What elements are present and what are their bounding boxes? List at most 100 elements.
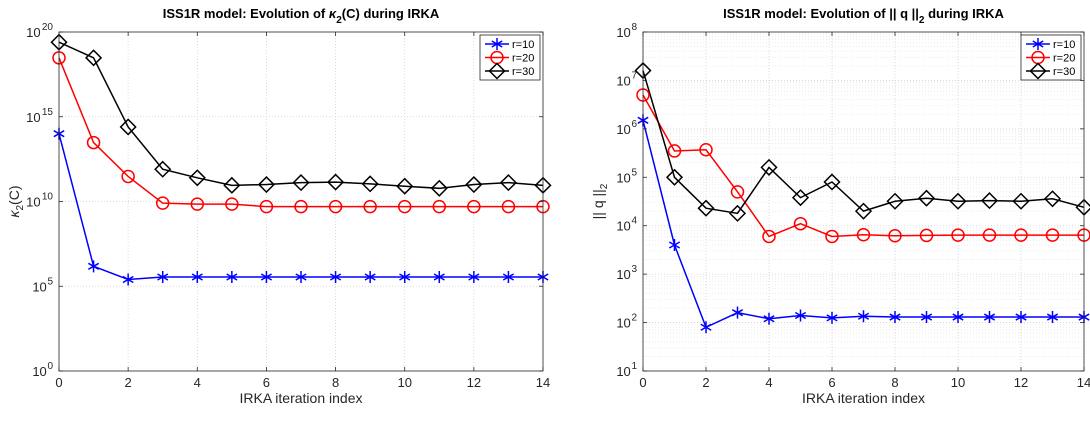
data-point-r=10 [329, 271, 342, 284]
data-point-r=20 [762, 229, 776, 244]
y-tick-label: 10 [616, 170, 630, 185]
data-point-r=30 [85, 49, 103, 67]
y-label-text: || q || [590, 189, 606, 219]
data-point-r=10 [191, 271, 203, 284]
data-point-r=10 [700, 321, 712, 334]
data-point-r=20 [225, 197, 239, 211]
data-point-r=30 [665, 168, 684, 186]
data-point-r=20 [856, 228, 871, 242]
legend-marker-r=10 [1032, 38, 1044, 50]
x-tick-label: 0 [639, 375, 646, 390]
data-point-r=30 [396, 177, 414, 195]
data-point-r=30 [697, 199, 715, 217]
x-tick-label: 4 [765, 375, 772, 390]
y-label-subscript: 2 [15, 205, 26, 211]
data-point-r=30 [430, 179, 448, 197]
x-tick-label: 14 [536, 375, 550, 390]
x-tick-label: 2 [702, 375, 709, 390]
series-line-r=30 [58, 41, 544, 190]
data-point-r=20 [1014, 228, 1028, 242]
data-point-r=10 [433, 271, 445, 284]
y-tick-exponent: 20 [42, 22, 54, 33]
y-tick-label: 10 [616, 25, 630, 40]
y-tick-exponent: 5 [47, 276, 53, 287]
data-point-r=10 [260, 271, 273, 284]
data-point-r=20 [190, 197, 205, 211]
y-axis-label: || q ||2 [590, 183, 610, 219]
data-point-r=30 [465, 175, 483, 194]
y-label-subscript: 2 [599, 183, 610, 189]
legend-label-r=20: r=20 [1053, 53, 1075, 65]
y-tick-label: 10 [32, 364, 46, 379]
data-point-r=10 [889, 311, 901, 324]
title-symbol: κ [329, 6, 337, 21]
data-point-r=10 [502, 271, 515, 284]
y-label-text: κ [6, 210, 22, 218]
title-text: ISS1R model: Evolution of || q || [723, 6, 919, 21]
x-tick-label: 0 [55, 375, 62, 390]
data-point-r=20 [328, 199, 343, 214]
y-tick-exponent: 7 [631, 70, 637, 81]
data-point-r=10 [763, 312, 775, 325]
y-tick-label: 10 [26, 195, 40, 210]
legend: r=10 r=20r=30 [1020, 34, 1082, 81]
data-point-r=30 [223, 176, 241, 194]
title-text: (C) during IRKA [342, 6, 440, 21]
data-point-r=10 [295, 271, 307, 284]
x-tick-label: 8 [332, 375, 339, 390]
data-point-r=20 [919, 228, 934, 243]
data-point-r=20 [259, 199, 274, 214]
x-tick-label: 6 [263, 375, 270, 390]
data-point-r=30 [327, 173, 345, 191]
data-point-r=10 [983, 311, 996, 324]
data-point-r=10 [731, 306, 744, 319]
data-point-r=30 [917, 189, 936, 207]
title-text: during IRKA [924, 6, 1004, 21]
data-point-r=30 [949, 192, 967, 210]
chart-title: ISS1R model: Evolution of || q ||2 durin… [723, 6, 1004, 26]
y-tick-exponent: 10 [42, 192, 54, 203]
title-subscript: 2 [336, 15, 342, 26]
data-point-r=30 [823, 173, 841, 191]
data-point-r=30 [1012, 192, 1030, 210]
x-tick-label: 8 [891, 375, 898, 390]
data-point-r=20 [825, 229, 839, 244]
y-label-text: (C) [6, 186, 22, 205]
data-point-r=10 [364, 271, 376, 284]
data-point-r=20 [121, 169, 135, 184]
data-point-r=10 [1046, 311, 1059, 324]
data-point-r=20 [982, 228, 997, 242]
legend-label-r=30: r=30 [1053, 66, 1075, 78]
axes-box [642, 31, 1085, 372]
y-tick-exponent: 4 [631, 216, 637, 227]
data-point-r=10 [794, 309, 807, 322]
data-point-r=10 [668, 238, 681, 251]
data-point-r=20 [730, 185, 745, 199]
data-point-r=30 [886, 192, 904, 210]
data-point-r=20 [951, 228, 965, 242]
data-point-r=10 [920, 311, 933, 324]
legend-marker-r=30 [1029, 62, 1047, 80]
data-point-r=30 [257, 175, 275, 194]
legend-label-r=10: r=10 [1053, 39, 1075, 51]
data-point-r=10 [1015, 311, 1027, 324]
data-point-r=30 [361, 175, 379, 193]
data-point-r=20 [363, 199, 377, 214]
data-point-r=30 [728, 204, 747, 222]
y-tick-exponent: 6 [631, 119, 637, 130]
series-line-r=20 [58, 57, 543, 208]
x-tick-label: 10 [951, 375, 965, 390]
data-point-r=20 [397, 199, 412, 214]
x-tick-label: 10 [397, 375, 411, 390]
title-text: ISS1R model: Evolution of [163, 6, 329, 21]
data-point-r=30 [292, 174, 310, 192]
y-tick-label: 10 [616, 73, 630, 88]
data-point-r=10 [88, 260, 100, 273]
x-tick-label: 12 [1014, 375, 1028, 390]
y-tick-exponent: 8 [631, 22, 637, 33]
data-point-r=30 [154, 160, 172, 178]
series-line-r=20 [642, 94, 1084, 238]
data-point-r=20 [294, 199, 308, 214]
